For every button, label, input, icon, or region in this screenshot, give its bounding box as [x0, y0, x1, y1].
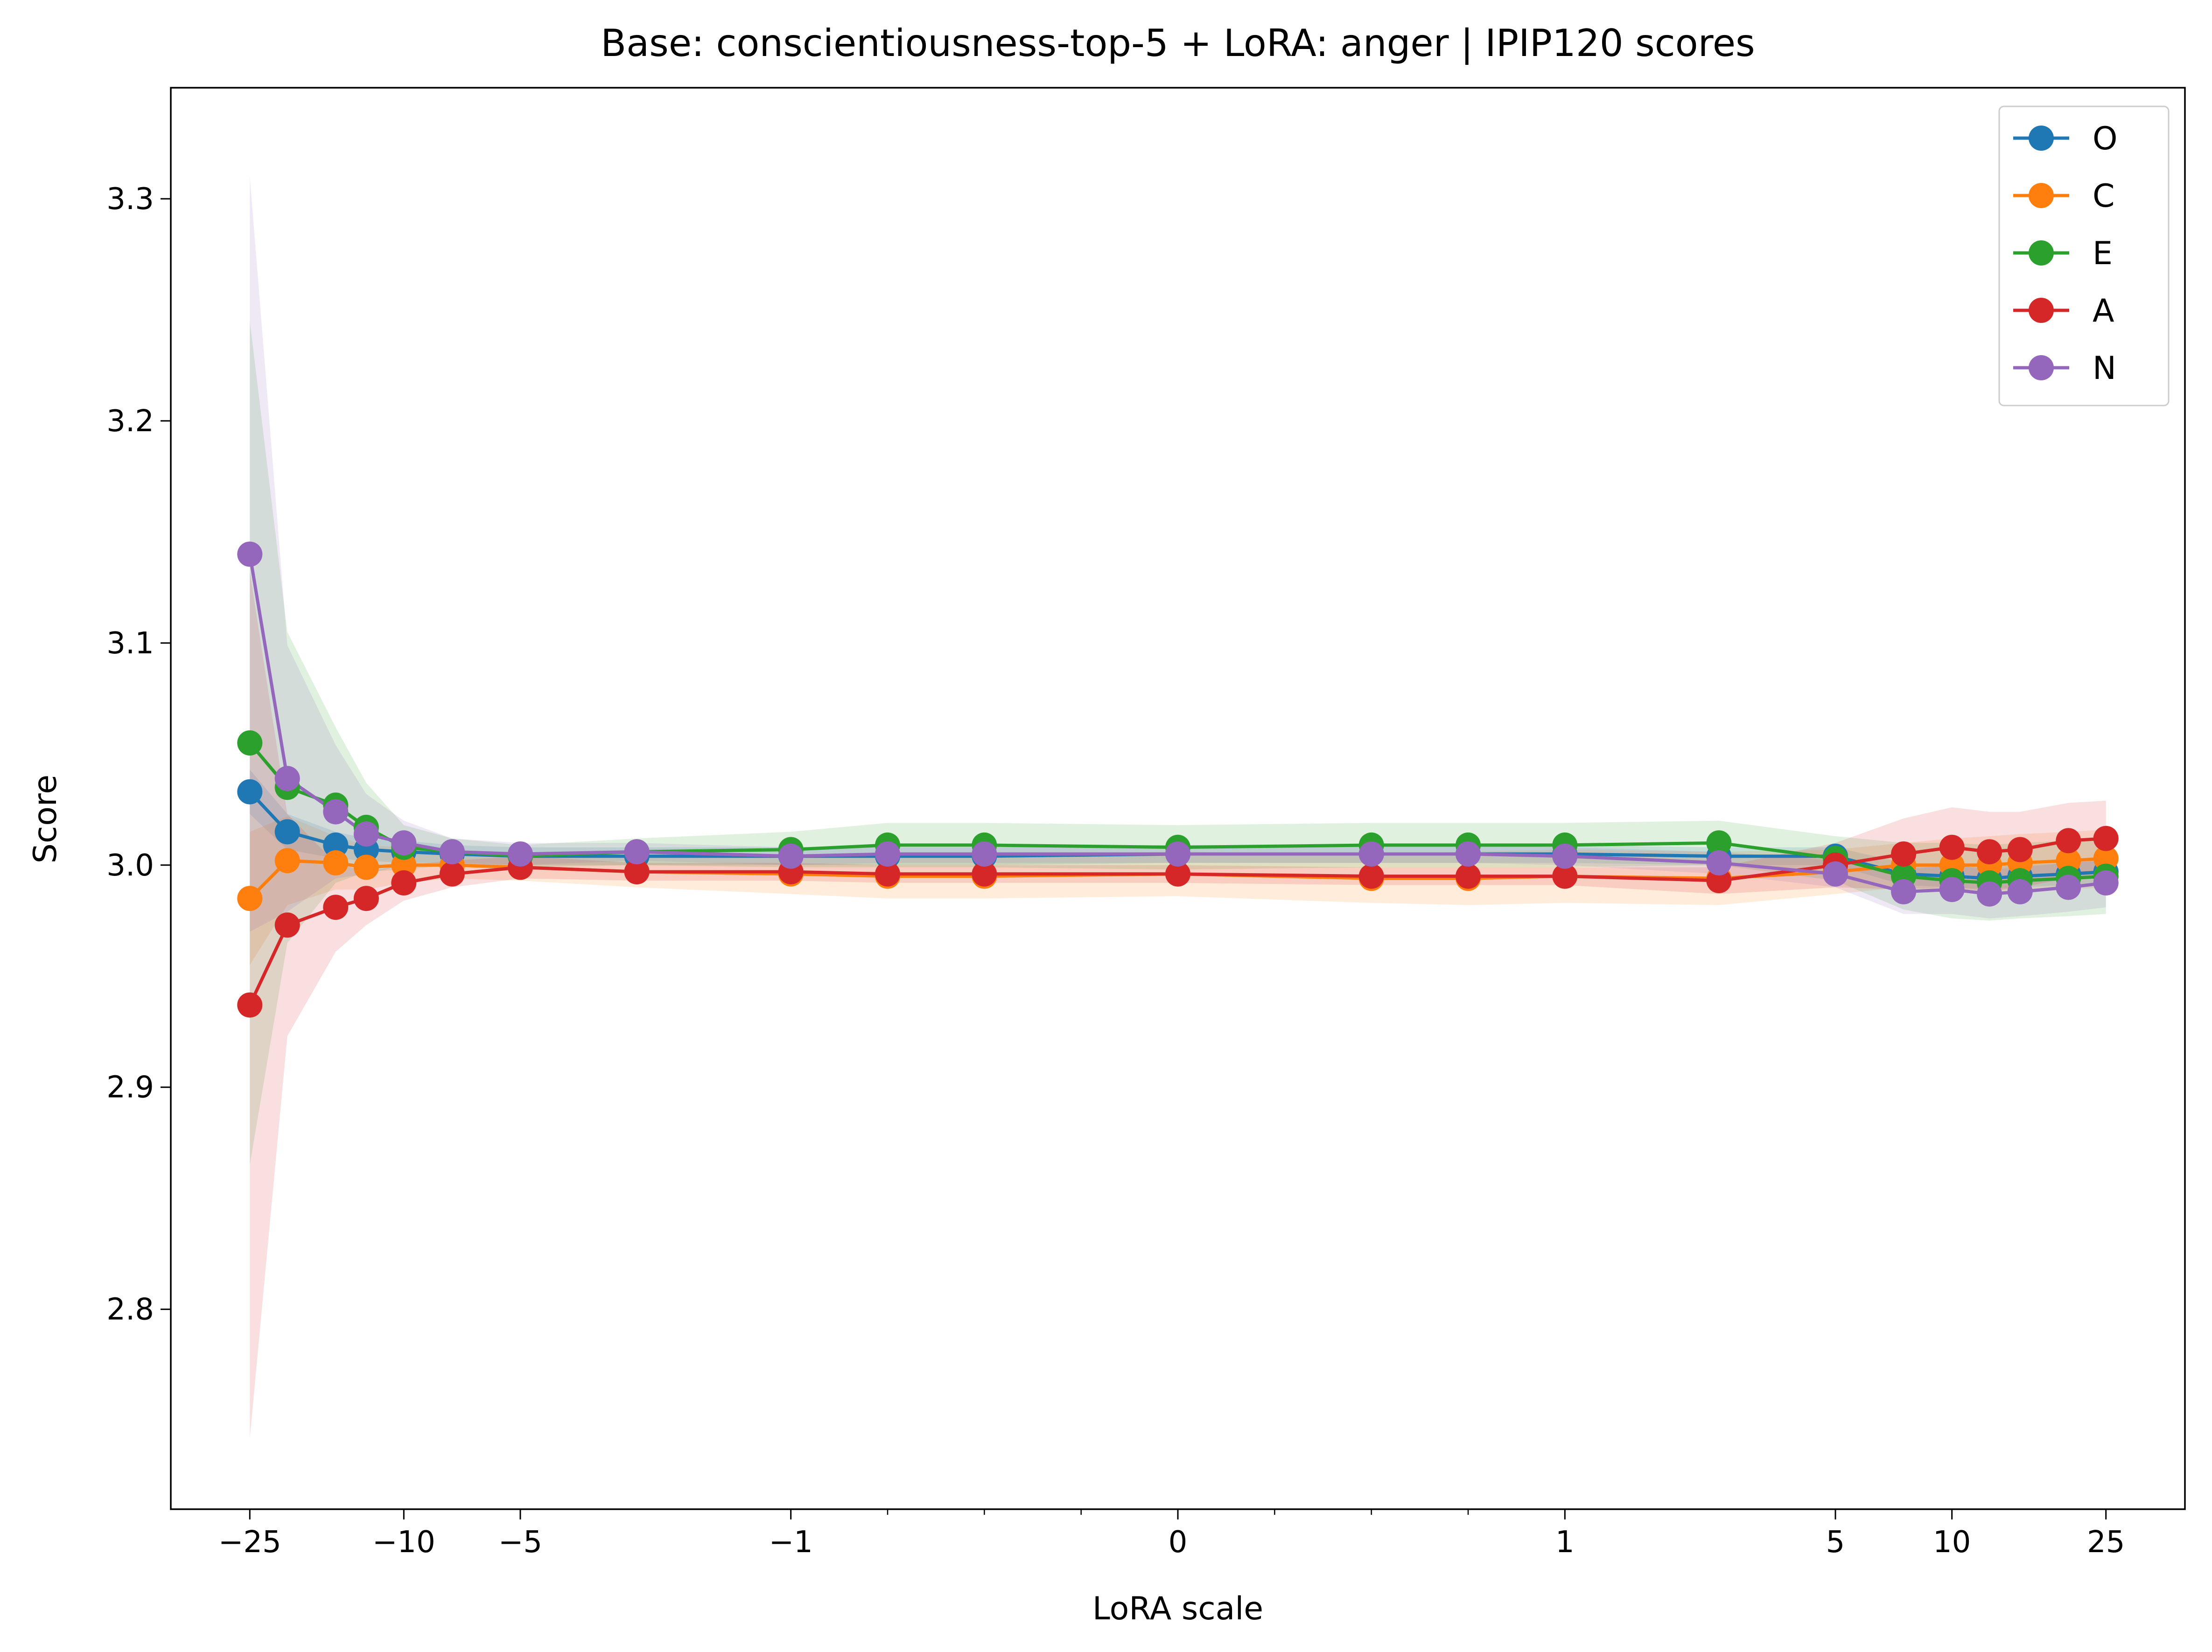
point-a	[2056, 828, 2081, 854]
point-a	[624, 859, 650, 885]
point-n	[274, 766, 300, 791]
point-c	[274, 848, 300, 874]
point-n	[323, 799, 349, 825]
legend-box	[1998, 105, 2170, 406]
point-n	[624, 839, 650, 865]
point-c	[237, 886, 263, 911]
point-a	[274, 912, 300, 938]
point-n	[1977, 881, 2002, 907]
point-n	[2056, 875, 2081, 900]
x-tick-label: 25	[2087, 1525, 2125, 1560]
legend-label-a: A	[2093, 293, 2114, 329]
point-o	[237, 779, 263, 805]
point-n	[1165, 841, 1190, 867]
point-a	[2007, 837, 2033, 862]
y-tick-label: 3.3	[106, 182, 154, 217]
point-n	[439, 839, 465, 865]
point-n	[508, 841, 533, 867]
x-tick-label: −1	[769, 1525, 812, 1560]
point-n	[1706, 850, 1732, 875]
point-a	[1891, 841, 1917, 867]
point-n	[778, 843, 804, 869]
series-markers	[237, 541, 2119, 1018]
point-a	[391, 870, 417, 896]
point-e	[237, 730, 263, 756]
x-axis-label: LoRA scale	[1092, 1590, 1263, 1627]
point-a	[972, 861, 997, 887]
point-a	[1977, 839, 2002, 865]
legend-marker-n	[2029, 355, 2054, 380]
chart-title: Base: conscientiousness-top-5 + LoRA: an…	[601, 21, 1755, 65]
point-a	[1165, 861, 1190, 887]
point-a	[1552, 863, 1578, 889]
point-n	[1552, 843, 1578, 869]
point-a	[237, 992, 263, 1018]
point-n	[1939, 877, 1965, 903]
axes: 2.82.93.03.13.23.3−25 −10 −5 −1 0 1 5 10 25	[106, 87, 2186, 1560]
point-e	[1706, 830, 1732, 856]
legend-marker-c	[2029, 183, 2054, 208]
point-n	[237, 541, 263, 567]
point-n	[1358, 841, 1384, 867]
legend-label-o: O	[2093, 120, 2118, 157]
legend-marker-a	[2029, 298, 2054, 323]
point-c	[353, 854, 379, 880]
legend-marker-o	[2029, 126, 2054, 151]
point-c	[2056, 848, 2081, 874]
y-tick-label: 2.8	[106, 1293, 154, 1327]
point-a	[1939, 834, 1965, 860]
point-o	[323, 832, 349, 858]
y-tick-label: 3.2	[106, 404, 154, 439]
point-n	[353, 821, 379, 847]
y-axis-label: Score	[27, 775, 64, 863]
point-n	[875, 841, 900, 867]
point-a	[1456, 863, 1481, 889]
point-o	[274, 819, 300, 845]
x-tick-label: 1	[1555, 1525, 1575, 1560]
y-tick-label: 3.1	[106, 626, 154, 661]
x-tick-label: −25	[218, 1525, 281, 1560]
legend-label-n: N	[2093, 350, 2116, 387]
legend-label-c: C	[2093, 178, 2114, 215]
point-n	[391, 830, 417, 856]
point-c	[2093, 846, 2119, 871]
point-n	[2093, 870, 2119, 896]
point-a	[323, 895, 349, 920]
legend-label-e: E	[2093, 235, 2113, 272]
legend-marker-e	[2029, 240, 2054, 266]
point-a	[1358, 863, 1384, 889]
point-c	[391, 852, 417, 878]
point-n	[1823, 861, 1848, 887]
x-tick-label: 0	[1169, 1525, 1188, 1560]
point-a	[353, 886, 379, 911]
x-tick-label: 10	[1933, 1525, 1971, 1560]
x-tick-label: −5	[498, 1525, 542, 1560]
x-tick-label: −10	[372, 1525, 435, 1560]
band-c	[250, 816, 2106, 965]
x-tick-label: 5	[1826, 1525, 1845, 1560]
band-n	[250, 176, 2106, 932]
point-n	[1891, 879, 1917, 904]
point-a	[1706, 868, 1732, 894]
point-n	[2007, 879, 2033, 904]
point-a	[2093, 826, 2119, 851]
point-n	[1456, 841, 1481, 867]
point-a	[439, 861, 465, 887]
y-tick-label: 3.0	[106, 848, 154, 883]
point-n	[972, 841, 997, 867]
point-a	[875, 861, 900, 887]
point-c	[323, 850, 349, 875]
y-tick-label: 2.9	[106, 1071, 154, 1105]
